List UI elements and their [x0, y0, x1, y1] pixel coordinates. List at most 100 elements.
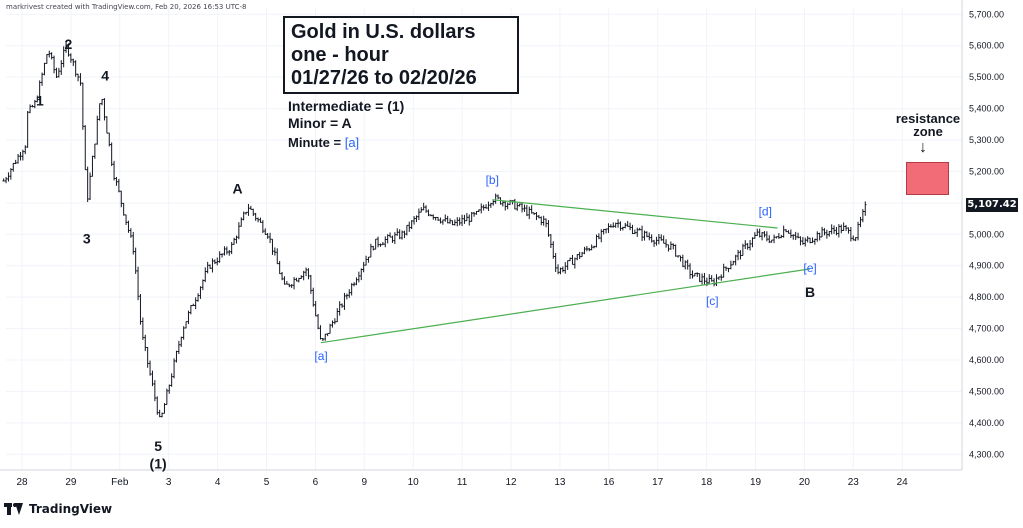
ohlc-bar [218, 251, 221, 263]
ohlc-bar [196, 293, 200, 302]
ohlc-bar [165, 388, 169, 405]
ohlc-bar [732, 260, 735, 266]
ohlc-bar [703, 272, 706, 285]
tradingview-logo[interactable]: TradingView [4, 502, 112, 516]
legend-minute-prefix: Minute = [288, 135, 345, 150]
ohlc-bar [254, 212, 257, 221]
ohlc-bar [213, 259, 217, 265]
ohlc-bar [696, 272, 699, 277]
x-tick-label: 6 [313, 477, 319, 488]
ohlc-bar [571, 254, 574, 265]
ohlc-bar [667, 244, 670, 252]
y-tick-label: 5,600.00 [969, 41, 1004, 51]
ohlc-bar [583, 246, 586, 255]
ohlc-bar [823, 228, 826, 236]
ohlc-bar [163, 403, 166, 414]
ohlc-bar [600, 229, 603, 243]
ohlc-bar [84, 125, 87, 171]
ohlc-bar [746, 243, 749, 250]
ohlc-bar [312, 287, 315, 307]
ohlc-bar [619, 221, 622, 231]
ohlc-bar [302, 270, 305, 281]
ohlc-bar [199, 286, 202, 299]
ohlc-bar [540, 216, 543, 226]
ohlc-bar [333, 318, 337, 325]
legend-minor: Minor = A [288, 115, 352, 131]
ohlc-bar [98, 103, 101, 121]
ohlc-bar [859, 216, 862, 228]
ohlc-bar [357, 271, 361, 283]
ohlc-bar [482, 204, 485, 211]
ohlc-bar [271, 238, 274, 255]
ohlc-bar [151, 370, 154, 387]
last-price-label: 5,107.42 [966, 198, 1018, 212]
ohlc-bar [168, 384, 171, 394]
ohlc-bar [525, 204, 529, 217]
ohlc-bar [763, 231, 766, 238]
ohlc-bar [408, 221, 411, 232]
ohlc-bar [26, 111, 29, 148]
ohlc-bar [57, 67, 61, 78]
ohlc-bar [734, 254, 737, 266]
ohlc-bar [81, 82, 85, 130]
ohlc-bar [648, 232, 651, 241]
ohlc-bar [266, 233, 269, 239]
ohlc-bar [391, 235, 394, 243]
ohlc-bar [544, 218, 548, 228]
ohlc-bar [520, 202, 524, 213]
ohlc-bar [463, 214, 466, 224]
ohlc-bar [715, 274, 718, 287]
x-tick-label: 13 [554, 477, 566, 488]
ohlc-bar [175, 350, 178, 363]
x-tick-label: 19 [750, 477, 762, 488]
wave-label: [b] [486, 173, 499, 187]
ohlc-bar [194, 297, 197, 310]
ohlc-bar [187, 310, 190, 325]
x-tick-label: 17 [652, 477, 664, 488]
ohlc-bar [122, 202, 125, 216]
ohlc-bar [220, 253, 224, 258]
ohlc-bar [115, 176, 118, 186]
ohlc-bar [669, 241, 673, 250]
ohlc-bar [223, 246, 226, 256]
ohlc-bar [652, 239, 656, 247]
ohlc-bar [192, 303, 195, 307]
ohlc-bar [643, 230, 646, 241]
ohlc-bar [14, 159, 17, 165]
ohlc-bar [650, 234, 653, 243]
x-tick-label: 9 [362, 477, 368, 488]
ohlc-bar [110, 142, 113, 167]
ohlc-bar [410, 220, 413, 230]
wave-label: 5 [154, 438, 162, 454]
ohlc-bar [324, 333, 327, 341]
ohlc-bar [441, 219, 445, 225]
ohlc-bar [432, 214, 435, 220]
ohlc-bar [146, 346, 149, 368]
ohlc-bar [576, 254, 579, 261]
ohlc-bar [460, 214, 464, 227]
ohlc-bar [856, 221, 860, 241]
ohlc-bar [674, 244, 677, 257]
wave-label: [e] [803, 261, 816, 275]
ohlc-bar [288, 283, 291, 288]
ohlc-bar [681, 254, 685, 268]
ohlc-bars [2, 41, 867, 418]
ohlc-bar [280, 272, 284, 281]
ohlc-bar [772, 234, 776, 244]
ohlc-bar [139, 294, 142, 325]
ohlc-bar [208, 264, 212, 269]
ohlc-bar [2, 178, 5, 182]
ohlc-bar [655, 236, 658, 246]
ohlc-bar [19, 152, 22, 161]
ohlc-bar [316, 313, 320, 330]
y-tick-label: 4,700.00 [969, 324, 1004, 334]
ohlc-bar [484, 204, 488, 209]
ohlc-bar [837, 224, 841, 238]
ohlc-bar [228, 250, 231, 256]
ohlc-bar [244, 211, 248, 215]
ohlc-bar [62, 46, 65, 68]
ohlc-bar [816, 231, 819, 242]
ohlc-bar [31, 104, 34, 108]
ohlc-bar [580, 251, 584, 258]
ohlc-bar [108, 132, 111, 147]
